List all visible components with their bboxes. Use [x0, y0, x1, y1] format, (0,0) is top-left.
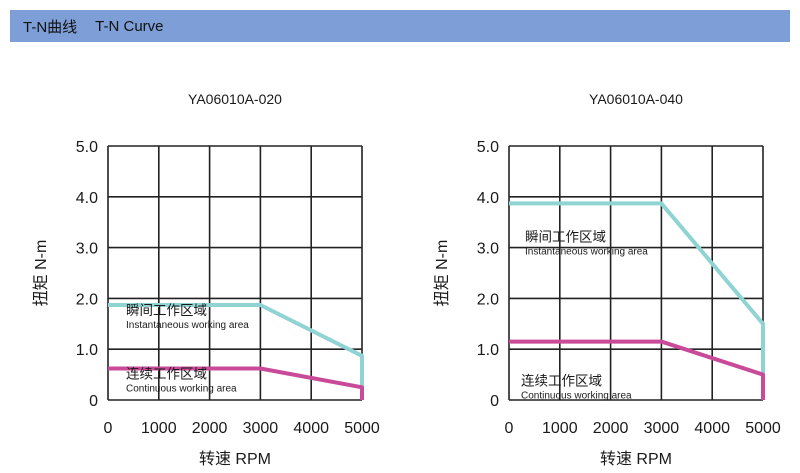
continuous-label-en: Continuous working area	[126, 384, 237, 395]
y-tick-label: 0	[89, 393, 98, 410]
x-tick-label: 5000	[745, 420, 781, 437]
continuous-curve	[108, 366, 364, 400]
continuous-curve	[509, 339, 765, 400]
y-tick-label: 3.0	[76, 241, 98, 258]
x-tick-label: 2000	[192, 420, 228, 437]
continuous-label-cn: 连续工作区域	[126, 367, 207, 382]
x-tick-label: 2000	[593, 420, 629, 437]
y-axis-label: 扭矩 N-m	[433, 240, 451, 307]
chart-title: YA06010A-020	[188, 91, 282, 107]
continuous-label-cn: 连续工作区域	[521, 374, 602, 389]
y-tick-label: 1.0	[76, 342, 98, 359]
y-tick-label: 5.0	[477, 139, 499, 156]
instantaneous-label-cn: 瞬间工作区域	[525, 229, 606, 244]
x-tick-label: 0	[505, 420, 514, 437]
x-tick-label: 1000	[141, 420, 177, 437]
y-tick-label: 3.0	[477, 241, 499, 258]
x-tick-label: 4000	[293, 420, 329, 437]
instantaneous-curve	[509, 201, 765, 400]
y-tick-label: 4.0	[76, 190, 98, 207]
y-tick-label: 2.0	[477, 291, 499, 308]
x-tick-label: 3000	[644, 420, 680, 437]
x-tick-label: 0	[104, 420, 113, 437]
y-axis-label: 扭矩 N-m	[32, 240, 50, 307]
section-header: T-N曲线 T-N Curve	[10, 10, 790, 42]
header-title-cn: T-N曲线	[23, 18, 78, 36]
chart-title: YA06010A-040	[589, 91, 683, 107]
y-tick-label: 4.0	[477, 190, 499, 207]
x-tick-label: 3000	[243, 420, 279, 437]
y-tick-label: 0	[490, 393, 499, 410]
header-title-en: T-N Curve	[95, 17, 164, 35]
instantaneous-curve	[108, 303, 364, 400]
x-tick-label: 4000	[694, 420, 730, 437]
instantaneous-label-en: Instantaneous working area	[126, 320, 249, 331]
y-tick-label: 2.0	[76, 291, 98, 308]
x-axis-label: 转速 RPM	[199, 450, 271, 468]
y-tick-label: 5.0	[76, 139, 98, 156]
instantaneous-label-en: Instantaneous working area	[525, 246, 648, 257]
instantaneous-label-cn: 瞬间工作区域	[126, 303, 207, 318]
x-axis-label: 转速 RPM	[600, 450, 672, 468]
x-tick-label: 1000	[542, 420, 578, 437]
continuous-label-en: Continuous working area	[521, 391, 632, 402]
x-tick-label: 5000	[344, 420, 380, 437]
y-tick-label: 1.0	[477, 342, 499, 359]
